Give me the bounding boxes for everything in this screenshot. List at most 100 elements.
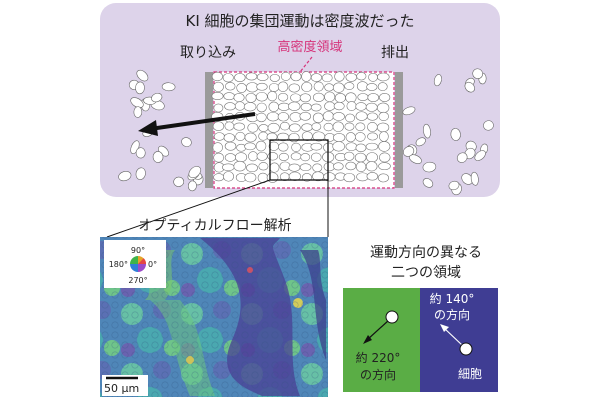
- dense-cell: [299, 93, 311, 103]
- figure-title: KI 細胞の集団運動は密度波だった: [185, 12, 414, 30]
- region-right-angle: 約 140°: [430, 291, 475, 306]
- sparse-cell: [188, 166, 202, 179]
- dense-cell: [301, 81, 313, 93]
- dense-cell: [312, 163, 323, 173]
- dense-cells: [211, 71, 391, 184]
- dense-cell: [269, 162, 280, 173]
- dense-cell: [213, 132, 225, 141]
- dense-cell: [377, 173, 389, 183]
- dense-cell: [357, 93, 369, 102]
- sparse-cell: [161, 82, 176, 92]
- dense-cell: [235, 131, 246, 141]
- sparse-cell: [464, 81, 475, 93]
- dense-cell: [332, 112, 345, 121]
- dense-cell: [366, 112, 378, 121]
- dense-cell: [334, 92, 346, 103]
- dense-cell: [223, 92, 235, 101]
- dense-cell: [346, 101, 357, 111]
- dense-cell: [355, 122, 366, 132]
- dense-cell: [224, 121, 235, 131]
- dense-cell: [379, 92, 391, 102]
- sparse-cell: [448, 180, 460, 191]
- intake-label: 取り込み: [180, 45, 236, 61]
- dense-cell: [345, 132, 356, 143]
- dense-cell: [223, 133, 236, 143]
- region-right-arrow: [443, 327, 463, 346]
- dense-cell: [280, 121, 290, 131]
- dense-cell: [310, 103, 322, 112]
- dense-cell: [222, 73, 234, 83]
- dense-cell: [301, 123, 313, 132]
- dense-cell: [248, 151, 258, 162]
- dense-cell: [345, 113, 355, 123]
- dense-cell: [367, 93, 380, 102]
- zoom-line-left: [106, 179, 271, 238]
- cell-label: 細胞: [458, 367, 482, 381]
- dense-cell: [290, 71, 302, 82]
- dense-cell: [256, 102, 267, 113]
- color-wheel: [130, 256, 147, 272]
- dense-cell: [247, 122, 259, 133]
- dense-cell: [301, 71, 312, 82]
- dense-cell: [355, 161, 367, 173]
- dense-cell: [277, 112, 290, 122]
- dense-cell: [378, 162, 391, 171]
- dense-cell: [258, 124, 269, 132]
- optical-flow-label: オプティカルフロー解析: [138, 218, 291, 234]
- region-left-box: [343, 288, 420, 392]
- dense-cell: [344, 151, 355, 161]
- dense-cell: [212, 121, 225, 131]
- dense-cell: [313, 81, 324, 92]
- dense-cell: [224, 102, 236, 111]
- dense-cell: [379, 131, 389, 142]
- dense-cell: [244, 172, 257, 183]
- zoom-box: [269, 139, 329, 181]
- migration-arrow-shaft: [149, 112, 256, 131]
- dense-cell: [299, 111, 311, 121]
- wheel-label-90: 90°: [131, 246, 145, 255]
- dense-cell: [356, 72, 367, 81]
- dense-cell: [258, 131, 269, 141]
- dense-cell: [256, 82, 268, 91]
- dense-cell: [222, 163, 235, 172]
- dense-cell: [310, 142, 323, 151]
- dense-cell: [356, 81, 369, 92]
- sparse-cell: [173, 176, 185, 187]
- dense-cell: [365, 102, 378, 112]
- dense-cell: [344, 82, 355, 90]
- dense-cell: [378, 111, 389, 122]
- dense-cell: [323, 142, 335, 153]
- dense-cell: [256, 151, 268, 161]
- dense-cell: [269, 74, 280, 82]
- excretion-label: 排出: [381, 45, 409, 61]
- dense-cell: [290, 93, 302, 103]
- dense-cell: [354, 132, 366, 142]
- sparse-cell: [483, 120, 494, 131]
- dense-cell: [377, 82, 388, 91]
- dense-cell: [301, 131, 313, 142]
- dense-cell: [235, 152, 248, 163]
- sparse-cell: [461, 173, 473, 185]
- dense-cell: [277, 102, 291, 111]
- dense-cell: [234, 101, 246, 111]
- dense-cell: [278, 92, 289, 102]
- dense-cell: [344, 122, 355, 131]
- dense-cell: [279, 161, 291, 171]
- sparse-cell: [133, 106, 143, 118]
- scale-bar-box: [102, 375, 148, 396]
- dense-cell: [277, 81, 289, 92]
- dense-cell: [289, 123, 301, 133]
- dense-cell: [288, 101, 301, 111]
- dense-cell: [224, 141, 237, 151]
- sparse-cell: [181, 137, 192, 147]
- dense-cell: [365, 142, 379, 151]
- dense-cell: [323, 162, 335, 172]
- dense-cell: [321, 73, 333, 83]
- dense-cell: [234, 73, 246, 82]
- sparse-cell: [135, 167, 146, 180]
- dense-cell: [312, 92, 325, 102]
- dense-cell: [310, 152, 322, 162]
- sparse-cell: [472, 68, 483, 80]
- dense-cell: [345, 161, 357, 171]
- sparse-cell: [433, 74, 442, 87]
